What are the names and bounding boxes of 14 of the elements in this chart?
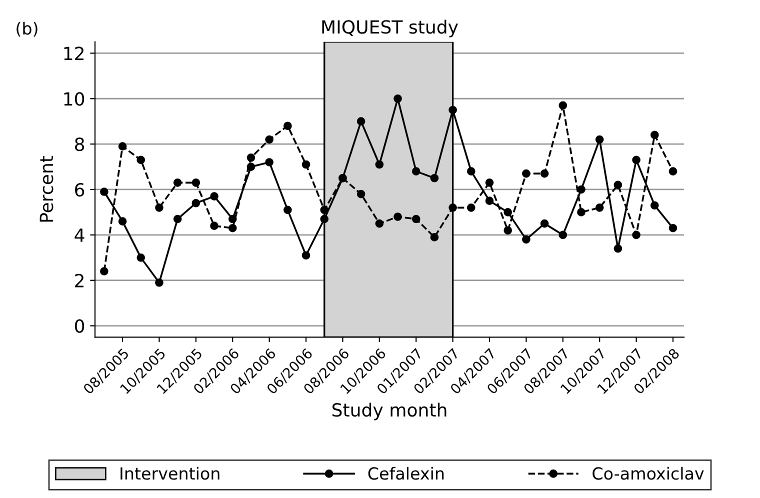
y-tick-label: 10 [64, 92, 84, 106]
chart-title: MIQUEST study [322, 20, 458, 38]
y-tick-label: 2 [75, 274, 84, 288]
legend-label: Co-amoxiclav [592, 466, 704, 480]
text: (b) [16, 22, 38, 37]
x-axis-title: Study month [332, 402, 446, 420]
y-axis-title: Percent [40, 156, 54, 222]
legend-label: Cefalexin [368, 466, 444, 480]
y-tick-label: 0 [74, 319, 84, 333]
y-tick-label: 6 [75, 182, 84, 197]
text: Intervention [120, 466, 220, 480]
y-tick-label: 4 [74, 228, 84, 242]
y-tick-label: 8 [75, 138, 84, 152]
y-tick-label: 12 [64, 46, 84, 60]
